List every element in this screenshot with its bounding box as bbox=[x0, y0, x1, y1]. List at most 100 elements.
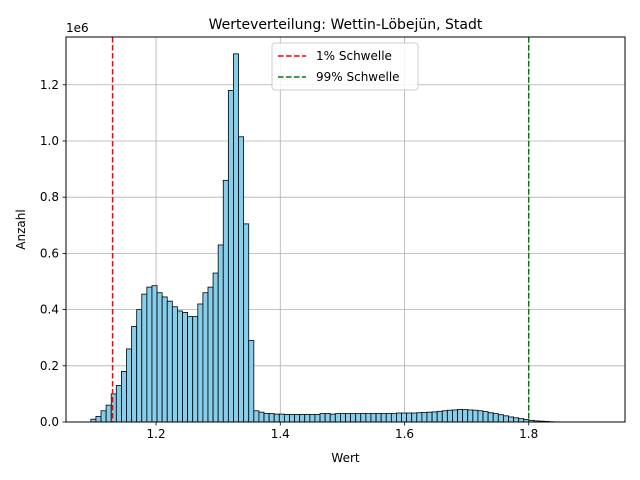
histogram-bar bbox=[370, 413, 377, 423]
histogram-bar bbox=[304, 414, 311, 423]
histogram-bar bbox=[421, 412, 428, 423]
y-tick-label: 1.2 bbox=[40, 78, 59, 92]
histogram-bar bbox=[131, 326, 138, 423]
histogram-bar bbox=[329, 413, 336, 423]
legend-box bbox=[271, 42, 419, 91]
histogram-bar bbox=[502, 415, 509, 423]
histogram-bar bbox=[177, 310, 183, 423]
histogram-bar bbox=[227, 89, 234, 423]
histogram-bar bbox=[452, 409, 458, 423]
histogram-bar bbox=[238, 136, 245, 423]
y-tick-label: 0.8 bbox=[40, 190, 59, 204]
histogram-bar bbox=[411, 412, 418, 423]
histogram-bar bbox=[518, 418, 525, 423]
histogram-bar bbox=[340, 413, 346, 423]
histogram-bar bbox=[350, 413, 357, 423]
histogram-bar bbox=[166, 300, 173, 423]
y-axis-label: Anzahl bbox=[14, 209, 28, 249]
histogram-bar bbox=[406, 412, 413, 423]
histogram-bar bbox=[212, 272, 219, 423]
histogram-bar bbox=[126, 348, 132, 423]
x-tick-label: 1.2 bbox=[147, 427, 166, 441]
x-axis-label: Wert bbox=[331, 451, 359, 465]
histogram-bar bbox=[375, 413, 382, 423]
threshold-lines bbox=[111, 37, 530, 422]
histogram-bar bbox=[462, 409, 469, 423]
histogram-bar bbox=[436, 410, 443, 423]
histogram-bar bbox=[95, 415, 102, 423]
histogram-bar bbox=[467, 409, 474, 423]
histogram-bar bbox=[360, 413, 367, 423]
histogram-bar bbox=[105, 404, 112, 423]
histogram-bar bbox=[508, 416, 514, 423]
histogram-bar bbox=[431, 411, 438, 423]
histogram-bar bbox=[273, 413, 280, 423]
y-tick-label: 0.4 bbox=[40, 303, 59, 317]
histogram-bar bbox=[492, 413, 499, 423]
histogram-bar bbox=[365, 413, 372, 423]
histogram-bar bbox=[355, 413, 362, 423]
histogram-bar bbox=[299, 414, 306, 423]
histogram-bar bbox=[426, 411, 433, 423]
histogram-bar bbox=[385, 413, 392, 423]
histogram-bar bbox=[115, 385, 122, 423]
histogram-bar bbox=[192, 316, 199, 423]
x-tick-label: 1.6 bbox=[395, 427, 414, 441]
histogram-bar bbox=[263, 413, 270, 423]
x-tick-label: 1.8 bbox=[519, 427, 538, 441]
y-offset-label: 1e6 bbox=[66, 21, 89, 35]
histogram-bar bbox=[289, 414, 295, 423]
histogram-bar bbox=[283, 414, 290, 423]
histogram-bar bbox=[345, 413, 351, 423]
histogram-bar bbox=[487, 412, 494, 423]
histogram-bar bbox=[268, 413, 275, 423]
histogram-bar bbox=[197, 303, 204, 423]
legend: 1% Schwelle 99% Schwelle bbox=[271, 42, 419, 91]
histogram-bar bbox=[441, 410, 448, 423]
legend-label-99pct: 99% Schwelle bbox=[316, 70, 400, 84]
y-tick-label: 0.6 bbox=[40, 246, 59, 260]
histogram-bar bbox=[513, 417, 520, 423]
histogram-bar bbox=[396, 412, 402, 423]
histogram-bar bbox=[294, 414, 301, 423]
histogram-bar bbox=[202, 292, 209, 423]
y-tick-label: 0.0 bbox=[40, 415, 59, 429]
histogram-bar bbox=[136, 309, 143, 423]
histogram-bar bbox=[446, 409, 453, 423]
histogram-bars bbox=[90, 53, 560, 423]
histogram-bar bbox=[217, 244, 224, 423]
histogram-bar bbox=[233, 53, 239, 423]
histogram-bar bbox=[161, 296, 168, 423]
histogram-bar bbox=[222, 179, 229, 423]
histogram-bar bbox=[319, 413, 326, 423]
axis-ticks: 1.2 1.4 1.6 1.8 0.0 0.2 0.4 0.6 0.8 1.0 1.2 bbox=[40, 78, 538, 441]
legend-label-1pct: 1% Schwelle bbox=[316, 49, 392, 63]
histogram-bar bbox=[146, 286, 153, 423]
histogram-bar bbox=[248, 340, 255, 423]
histogram-bar bbox=[278, 413, 285, 423]
histogram-bar bbox=[156, 292, 163, 423]
histogram-bar bbox=[457, 408, 464, 423]
histogram-bar bbox=[390, 413, 397, 423]
histogram-bar bbox=[243, 223, 250, 423]
histogram-bar bbox=[258, 411, 265, 423]
histogram-bar bbox=[334, 413, 341, 423]
x-tick-label: 1.4 bbox=[271, 427, 290, 441]
histogram-bar bbox=[472, 409, 479, 423]
histogram-bar bbox=[121, 371, 127, 423]
chart-title: Werteverteilung: Wettin-Löbejün, Stadt bbox=[209, 17, 483, 33]
histogram-bar bbox=[477, 410, 484, 423]
plot-frame bbox=[65, 36, 626, 423]
histogram-bar bbox=[253, 410, 260, 423]
histogram-bar bbox=[141, 293, 148, 423]
histogram-bar bbox=[401, 412, 408, 423]
histogram-bar bbox=[380, 413, 387, 423]
histogram-bar bbox=[324, 413, 331, 423]
histogram-bar bbox=[187, 316, 194, 423]
histogram-bar bbox=[182, 312, 189, 423]
histogram-bar bbox=[100, 410, 107, 423]
y-tick-label: 0.2 bbox=[40, 359, 59, 373]
histogram-bar bbox=[171, 306, 178, 423]
histogram-bar bbox=[497, 414, 504, 423]
